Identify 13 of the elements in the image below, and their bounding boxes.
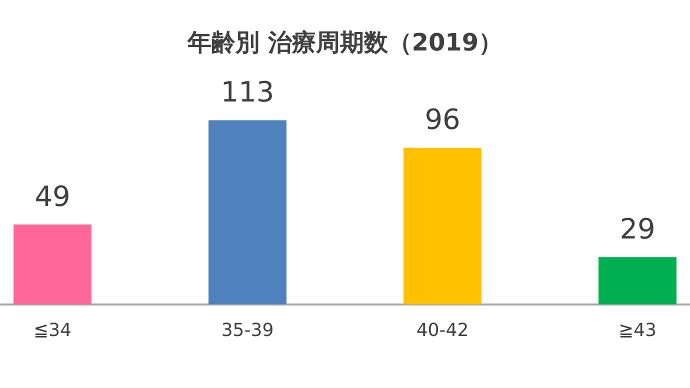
data-label: 49: [34, 180, 70, 213]
x-tick-label: 35-39: [221, 320, 274, 341]
x-tick-label: 40-42: [416, 320, 469, 341]
data-label: 96: [424, 103, 460, 136]
bar: [208, 120, 286, 304]
data-label: 29: [620, 212, 656, 246]
bar: [598, 257, 676, 304]
x-tick-label: ≦34: [34, 320, 72, 341]
x-tick-label: ≧43: [618, 320, 656, 341]
data-label: 113: [220, 75, 274, 108]
chart-title: 年齢別 治療周期数（2019）: [186, 28, 503, 57]
bar: [404, 148, 482, 304]
bar: [14, 224, 92, 304]
